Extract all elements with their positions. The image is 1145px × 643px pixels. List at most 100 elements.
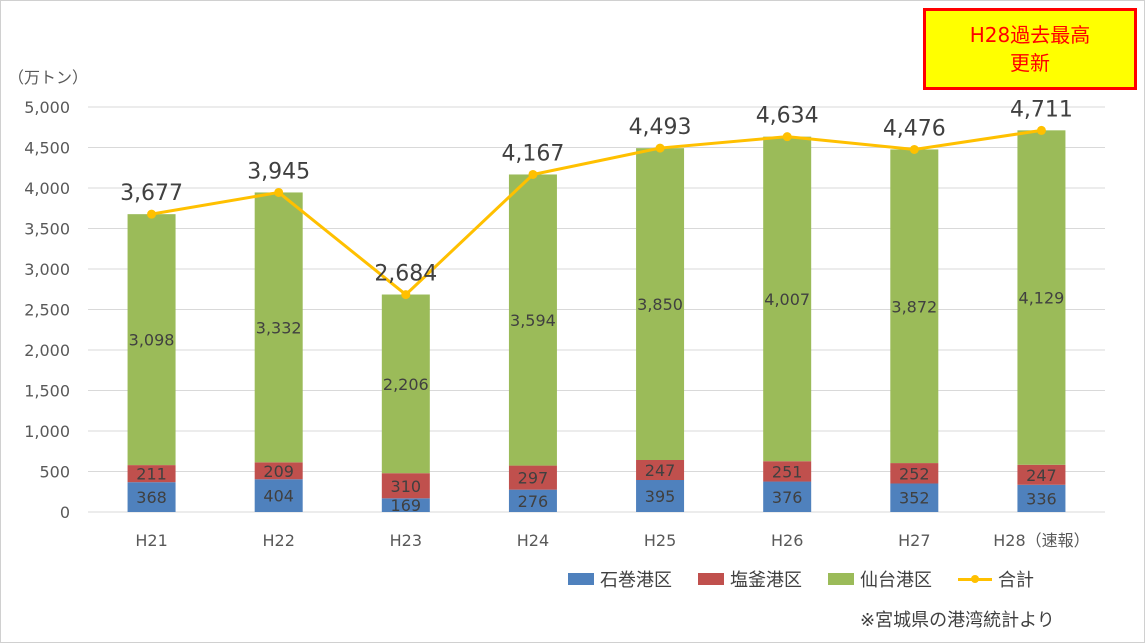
total-point xyxy=(909,144,919,154)
bar-segment-ishinomaki xyxy=(381,498,430,512)
total-data-label: 2,684 xyxy=(374,262,437,287)
bar-segment-sendai xyxy=(508,174,557,466)
y-tick-label: 4,500 xyxy=(24,139,70,158)
y-tick-label: 2,000 xyxy=(24,341,70,360)
data-label-shiogama: 251 xyxy=(772,462,803,481)
bar-segment-shiogama xyxy=(127,465,176,483)
data-label-sendai: 4,007 xyxy=(764,290,810,309)
total-point xyxy=(655,143,665,153)
y-tick-label: 3,500 xyxy=(24,220,70,239)
data-label-shiogama: 247 xyxy=(645,461,676,480)
badge-line-2: 更新 xyxy=(1010,51,1050,75)
legend-item-total: 合計 xyxy=(958,566,1034,592)
source-note: ※宮城県の港湾統計より xyxy=(860,610,1055,631)
total-data-label: 4,711 xyxy=(1010,97,1073,122)
x-category-label: H25 xyxy=(644,531,676,550)
bar-segment-sendai xyxy=(127,214,176,466)
total-point xyxy=(147,209,157,219)
badge-line-1: H28過去最高 xyxy=(969,23,1091,47)
y-axis-unit-label: （万トン） xyxy=(8,68,89,87)
bar-segment-ishinomaki xyxy=(636,480,685,512)
total-line-layer: 3,677 3,945 2,684 4,167 4,493 4,634 4,476 4,711 xyxy=(120,97,1073,300)
data-label-ishinomaki: 395 xyxy=(645,487,676,506)
bar-segment-shiogama xyxy=(1017,464,1066,485)
total-point xyxy=(274,187,284,197)
x-category-label: H28（速報） xyxy=(993,531,1089,550)
bar-segment-shiogama xyxy=(508,465,557,490)
legend-label-total: 合計 xyxy=(998,570,1034,591)
bar-segment-ishinomaki xyxy=(1017,484,1066,512)
data-label-ishinomaki: 169 xyxy=(391,496,422,515)
total-line xyxy=(151,128,1042,297)
bar-segment-sendai xyxy=(1017,130,1066,465)
data-label-sendai: 3,850 xyxy=(637,295,683,314)
x-category-label: H23 xyxy=(390,531,422,550)
y-tick-label: 500 xyxy=(39,463,70,482)
legend-label-shiogama: 塩釜港区 xyxy=(730,570,802,591)
data-label-sendai: 3,872 xyxy=(891,297,937,316)
bar-segment-shiogama xyxy=(254,462,303,480)
bar-segment-shiogama xyxy=(381,473,430,499)
bar-segment-shiogama xyxy=(890,463,939,484)
bar-segment-shiogama xyxy=(636,459,685,481)
legend-label-sendai: 仙台港区 xyxy=(860,570,932,591)
data-label-ishinomaki: 276 xyxy=(518,492,549,511)
x-category-label: H24 xyxy=(517,531,549,550)
data-label-ishinomaki: 404 xyxy=(263,487,294,506)
total-data-label: 3,945 xyxy=(247,159,310,184)
data-label-sendai: 3,332 xyxy=(256,318,302,337)
data-label-shiogama: 310 xyxy=(391,477,422,496)
data-label-shiogama: 252 xyxy=(899,464,930,483)
data-label-sendai: 4,129 xyxy=(1019,289,1065,308)
bar-segment-ishinomaki xyxy=(763,481,812,512)
y-tick-label: 4,000 xyxy=(24,179,70,198)
bar-layer xyxy=(127,130,1066,512)
data-label-sendai: 3,098 xyxy=(129,331,175,350)
data-label-shiogama: 209 xyxy=(263,462,294,481)
bar-segment-ishinomaki xyxy=(508,489,557,512)
data-label-ishinomaki: 336 xyxy=(1026,489,1057,508)
legend-label-ishinomaki: 石巻港区 xyxy=(600,570,672,591)
data-label-sendai: 3,594 xyxy=(510,311,556,330)
x-category-label: H22 xyxy=(262,531,294,550)
legend-swatch-shiogama xyxy=(698,573,724,585)
bar-segment-sendai xyxy=(381,294,430,474)
legend: 石巻港区 塩釜港区 仙台港区 合計 xyxy=(568,566,1034,592)
legend-item-ishinomaki: 石巻港区 xyxy=(568,566,672,592)
total-point xyxy=(1036,125,1046,135)
total-data-label: 4,493 xyxy=(629,115,692,140)
y-tick-label: 1,000 xyxy=(24,422,70,441)
bar-segment-ishinomaki xyxy=(127,482,176,512)
x-category-label: H21 xyxy=(135,531,167,550)
data-label-ishinomaki: 352 xyxy=(899,489,930,508)
total-point xyxy=(401,290,411,300)
legend-item-sendai: 仙台港区 xyxy=(828,566,932,592)
legend-swatch-sendai xyxy=(828,573,854,585)
legend-swatch-total xyxy=(958,573,992,585)
data-label-shiogama: 211 xyxy=(136,465,167,484)
legend-item-shiogama: 塩釜港区 xyxy=(698,566,802,592)
total-data-label: 4,167 xyxy=(501,141,564,166)
y-tick-label: 3,000 xyxy=(24,260,70,279)
total-data-label: 4,476 xyxy=(883,116,946,141)
total-point xyxy=(528,169,538,179)
bar-segment-sendai xyxy=(890,149,939,464)
record-high-badge: H28過去最高 更新 xyxy=(923,8,1137,90)
y-tick-label: 2,500 xyxy=(24,301,70,320)
category-label-layer: H21 H22 H23 H24 H25 H26 H27 H28（速報） xyxy=(135,531,1089,550)
data-label-sendai: 2,206 xyxy=(383,375,429,394)
data-label-ishinomaki: 368 xyxy=(136,488,167,507)
bar-segment-sendai xyxy=(763,136,812,462)
x-category-label: H27 xyxy=(898,531,930,550)
data-label-shiogama: 247 xyxy=(1026,466,1057,485)
y-tick-label: 5,000 xyxy=(24,98,70,117)
grid-layer xyxy=(88,106,1105,513)
bar-segment-ishinomaki xyxy=(890,483,939,512)
x-category-label: H26 xyxy=(771,531,803,550)
bar-segment-shiogama xyxy=(763,461,812,482)
total-data-label: 4,634 xyxy=(756,104,819,129)
bar-segment-sendai xyxy=(254,192,303,463)
total-data-label: 3,677 xyxy=(120,181,183,206)
